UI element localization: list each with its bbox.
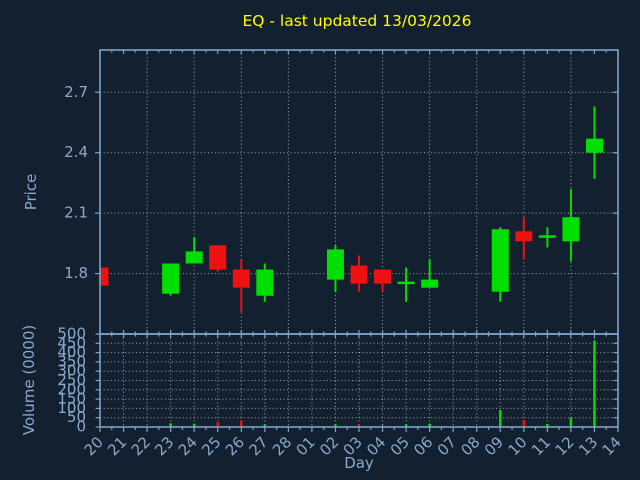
- x-tick-label: 11: [528, 433, 554, 459]
- volume-tick-label: 150: [57, 390, 86, 408]
- volume-tick-label: 350: [57, 352, 86, 370]
- volume-tick-label: 450: [57, 334, 86, 352]
- candle-body: [515, 231, 533, 242]
- candles-layer: [100, 106, 603, 312]
- volume-axis-label: Volume (0000): [20, 325, 38, 435]
- price-tick-label: 2.1: [64, 204, 88, 222]
- volume-bar: [593, 340, 596, 427]
- volume-bar: [381, 425, 384, 427]
- candle-body: [162, 263, 180, 294]
- x-tick-label: 25: [198, 433, 224, 459]
- x-tick-label: 02: [316, 433, 342, 459]
- price-tick-label: 1.8: [64, 264, 88, 282]
- candle-body: [350, 265, 368, 284]
- volume-bar: [263, 424, 267, 427]
- volume-bar: [546, 424, 549, 427]
- volume-panel-spine: [99, 333, 619, 428]
- volume-bar: [499, 410, 502, 427]
- candle-body: [185, 251, 203, 264]
- volume-tick-label: 250: [57, 371, 86, 389]
- candle-body: [232, 269, 250, 288]
- volume-tick-label: 300: [57, 362, 86, 380]
- x-tick-label: 14: [599, 433, 625, 459]
- x-tick-label: 10: [504, 433, 530, 459]
- volume-bar: [334, 424, 337, 427]
- volume-bar: [428, 423, 431, 427]
- price-tick-label: 2.7: [64, 83, 88, 101]
- chart-title: EQ - last updated 13/03/2026: [242, 12, 471, 30]
- day-axis-label: Day: [344, 454, 374, 472]
- chart-render-layer: 1.82.12.42.75004504003503002502001501005…: [57, 49, 625, 459]
- volume-tick-label: 200: [57, 380, 86, 398]
- volume-bar: [522, 419, 526, 427]
- x-tick-label: 05: [387, 433, 413, 459]
- x-tick-label: 28: [269, 433, 295, 459]
- volume-bar: [569, 418, 573, 427]
- price-tick-label: 2.4: [64, 143, 88, 161]
- x-tick-label: 24: [175, 433, 201, 459]
- volume-tick-label: 500: [57, 325, 86, 343]
- volume-bar: [240, 420, 243, 427]
- x-tick-label: 01: [293, 433, 319, 459]
- volume-bar: [357, 424, 361, 427]
- x-tick-label: 22: [128, 433, 154, 459]
- x-tick-label: 07: [434, 433, 460, 459]
- volume-bar: [192, 423, 196, 427]
- candle-body: [326, 249, 344, 280]
- candle-body: [538, 235, 556, 238]
- candle-body: [397, 281, 415, 285]
- volume-bar: [169, 423, 172, 427]
- volume-tick-label: 100: [57, 399, 86, 417]
- candle-body: [491, 229, 509, 292]
- candle-body: [562, 217, 580, 242]
- candle-body: [100, 267, 109, 286]
- x-tick-label: 08: [457, 433, 483, 459]
- price-axis-label: Price: [22, 174, 40, 211]
- x-tick-label: 09: [481, 433, 507, 459]
- volume-bar: [216, 422, 219, 427]
- x-tick-label: 23: [151, 433, 177, 459]
- candle-body: [256, 269, 274, 296]
- candle-body: [209, 245, 227, 270]
- x-tick-label: 12: [552, 433, 578, 459]
- x-tick-label: 06: [410, 433, 436, 459]
- volume-tick-label: 400: [57, 343, 86, 361]
- candle-body: [585, 138, 603, 153]
- x-tick-label: 21: [104, 433, 130, 459]
- x-tick-label: 13: [575, 433, 601, 459]
- x-tick-label: 26: [222, 433, 248, 459]
- volume-bar: [404, 424, 408, 427]
- candle-body: [374, 269, 392, 284]
- candle-body: [421, 279, 439, 288]
- volume-tick-label: 50: [67, 408, 86, 426]
- volume-layer: [169, 340, 596, 427]
- x-tick-label: 27: [245, 433, 271, 459]
- x-tick-label: 20: [81, 433, 107, 459]
- volume-tick-label: 0: [76, 418, 86, 436]
